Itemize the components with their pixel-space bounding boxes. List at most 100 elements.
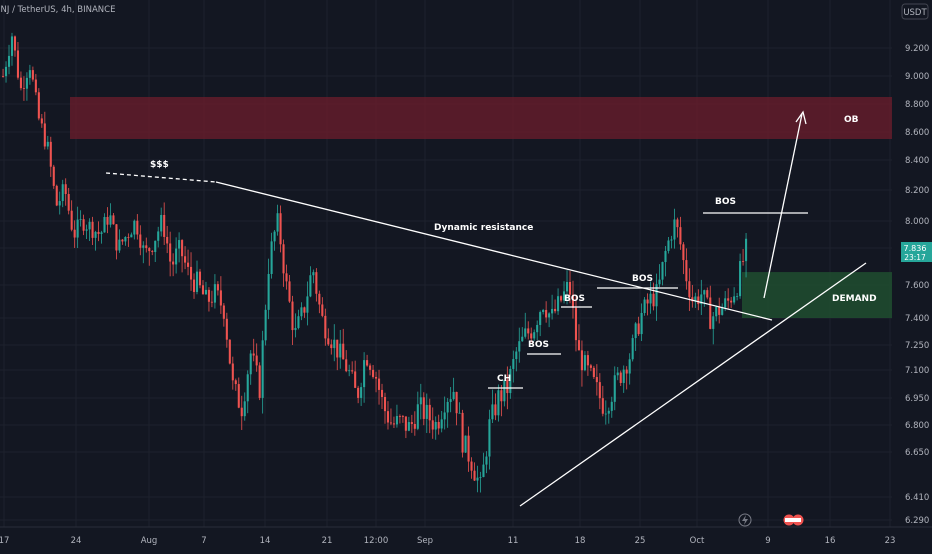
lightning-icon[interactable]	[738, 513, 752, 527]
candle-body	[237, 384, 240, 408]
currency-badge[interactable]	[901, 3, 929, 20]
demand-label: DEMAND	[832, 294, 877, 304]
candle-body	[372, 369, 375, 377]
y-tick-label: 8.200	[905, 186, 929, 196]
candle-body	[649, 293, 652, 304]
candle-body	[736, 296, 739, 297]
candle-body	[628, 359, 631, 374]
candle-body	[718, 306, 721, 315]
x-tick-label: 7	[201, 536, 206, 546]
candle-body	[377, 378, 381, 390]
candle-body	[184, 256, 187, 263]
candle-body	[76, 219, 79, 238]
candle-body	[491, 404, 494, 420]
candle-body	[401, 416, 404, 417]
y-tick-label: 6.410	[905, 493, 929, 503]
x-tick-label: 9	[765, 536, 770, 546]
candle-body	[536, 324, 539, 333]
candle-body	[518, 341, 521, 352]
price-axis[interactable]	[892, 0, 932, 550]
candle-body	[169, 243, 172, 262]
symbol-title[interactable]: INJ / TetherUS, 4h, BINANCE	[0, 5, 115, 15]
candle-body	[261, 340, 264, 398]
demand-zone[interactable]	[742, 272, 892, 318]
candle-body	[452, 391, 455, 400]
candle-body	[115, 224, 118, 251]
x-tick-label: 18	[575, 536, 586, 546]
candle-body	[607, 410, 610, 414]
candle-body	[4, 66, 8, 77]
candle-body	[264, 309, 267, 341]
candle-body	[228, 339, 231, 364]
y-tick-label: 9.200	[905, 44, 929, 54]
candle-body	[697, 296, 700, 305]
candle-body	[380, 389, 384, 397]
y-tick-label: 8.600	[905, 128, 929, 138]
candle-body	[616, 372, 619, 376]
candle-body	[225, 318, 228, 340]
candle-body	[40, 118, 43, 124]
dynamic-resistance-label: Dynamic resistance	[434, 223, 533, 233]
candle-body	[270, 241, 273, 274]
candle-body	[739, 261, 742, 297]
candle-body	[61, 184, 64, 202]
candle-body	[443, 412, 446, 420]
candle-body	[103, 216, 106, 233]
candle-body	[252, 353, 255, 356]
drawings[interactable]	[105, 110, 867, 507]
supply-zone[interactable]	[70, 97, 892, 139]
candle-body	[488, 419, 491, 457]
candle-body	[37, 92, 40, 119]
candle-body	[392, 423, 395, 425]
candle-body	[700, 294, 703, 305]
candle-body	[730, 300, 733, 303]
candle-body	[434, 421, 437, 430]
candle-body	[321, 304, 324, 316]
candles	[2, 32, 748, 493]
candle-body	[106, 216, 109, 225]
candle-body	[446, 401, 449, 413]
candle-body	[342, 343, 345, 360]
candle-body	[383, 396, 387, 412]
candle-body	[670, 239, 673, 241]
candle-body	[13, 36, 17, 51]
candle-body	[133, 220, 136, 235]
candle-body	[172, 261, 175, 265]
candle-body	[494, 404, 497, 416]
candle-body	[619, 372, 622, 383]
candle-body	[198, 271, 202, 286]
events-icon[interactable]	[783, 514, 804, 526]
candle-body	[306, 296, 309, 313]
candle-body	[497, 390, 500, 416]
candle-body	[416, 404, 419, 429]
candle-body	[300, 307, 303, 317]
candle-body	[73, 229, 76, 238]
candle-body	[327, 338, 330, 345]
candle-body	[195, 271, 199, 292]
candle-body	[279, 213, 282, 245]
candle-body	[583, 355, 586, 371]
candle-body	[192, 279, 196, 292]
y-tick-label: 7.600	[905, 281, 929, 291]
candle-body	[142, 245, 145, 248]
candle-body	[610, 401, 613, 411]
candle-body	[288, 281, 291, 302]
candle-body	[130, 234, 133, 238]
candle-body	[694, 296, 697, 302]
candle-body	[324, 315, 327, 339]
liquidity-label: $$$	[150, 160, 169, 170]
candle-body	[234, 380, 237, 385]
candle-body	[55, 185, 58, 206]
candle-body	[7, 55, 11, 67]
candle-body	[2, 76, 5, 77]
y-tick-label: 7.100	[905, 366, 929, 376]
dynamic-resistance-line	[215, 181, 773, 321]
candle-body	[88, 221, 91, 230]
candle-body	[258, 365, 261, 398]
candle-body	[31, 70, 34, 80]
candle-body	[721, 307, 724, 315]
candle-body	[467, 435, 470, 462]
candle-body	[595, 377, 598, 383]
